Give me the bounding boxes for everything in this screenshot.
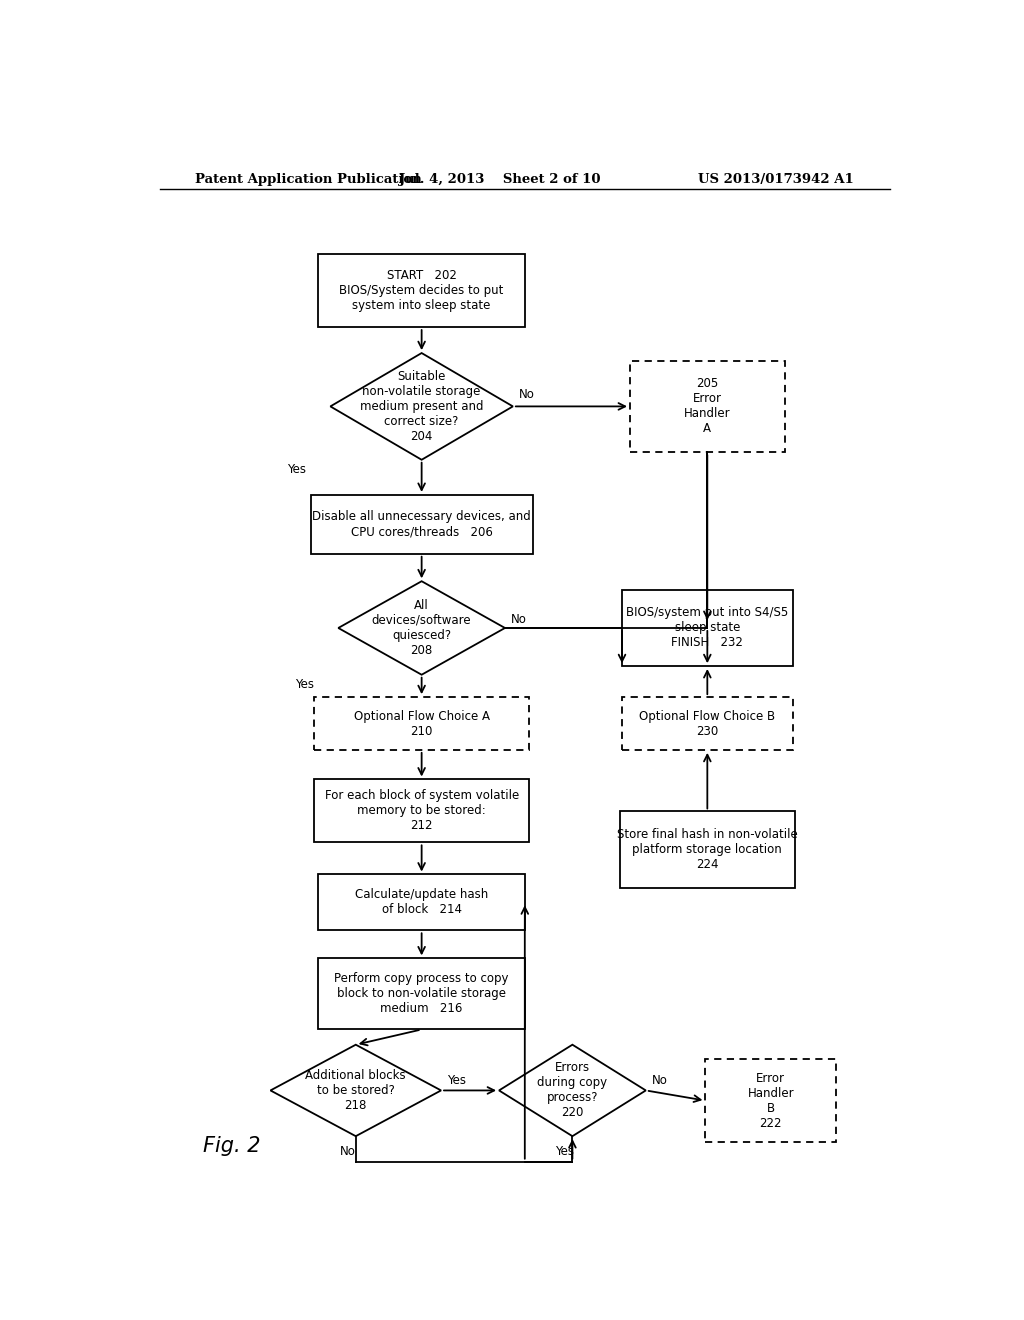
Text: Store final hash in non-volatile
platform storage location
224: Store final hash in non-volatile platfor… (616, 828, 798, 871)
Bar (318, 958, 524, 1030)
Text: START   202
BIOS/System decides to put
system into sleep state: START 202 BIOS/System decides to put sys… (339, 269, 504, 312)
Text: All
devices/software
quiesced?
208: All devices/software quiesced? 208 (372, 599, 471, 657)
Bar (622, 697, 793, 750)
Text: Perform copy process to copy
block to non-volatile storage
medium   216: Perform copy process to copy block to no… (335, 973, 509, 1015)
Text: Calculate/update hash
of block   214: Calculate/update hash of block 214 (355, 888, 488, 916)
Text: Errors
during copy
process?
220: Errors during copy process? 220 (538, 1061, 607, 1119)
Text: Optional Flow Choice B
230: Optional Flow Choice B 230 (639, 710, 775, 738)
Text: Patent Application Publication: Patent Application Publication (196, 173, 422, 186)
Text: Disable all unnecessary devices, and
CPU cores/threads   206: Disable all unnecessary devices, and CPU… (312, 511, 531, 539)
Text: US 2013/0173942 A1: US 2013/0173942 A1 (698, 173, 854, 186)
Bar (318, 253, 524, 327)
Polygon shape (270, 1044, 441, 1137)
Bar (310, 495, 532, 554)
Bar (706, 1059, 837, 1142)
Text: Jul. 4, 2013    Sheet 2 of 10: Jul. 4, 2013 Sheet 2 of 10 (398, 173, 600, 186)
Text: No: No (652, 1073, 668, 1086)
Text: Yes: Yes (447, 1073, 466, 1086)
Polygon shape (499, 1044, 646, 1137)
Bar (622, 590, 793, 667)
Text: 205
Error
Handler
A: 205 Error Handler A (684, 378, 731, 436)
Text: No: No (511, 614, 527, 627)
Bar (630, 360, 784, 453)
Bar (314, 779, 528, 842)
Bar (314, 697, 528, 750)
Text: No: No (519, 388, 536, 401)
Polygon shape (338, 581, 505, 675)
Bar (318, 874, 524, 931)
Text: Yes: Yes (287, 463, 306, 477)
Text: BIOS/system put into S4/S5
sleep state
FINISH   232: BIOS/system put into S4/S5 sleep state F… (627, 606, 788, 649)
Text: Error
Handler
B
222: Error Handler B 222 (748, 1072, 795, 1130)
Text: For each block of system volatile
memory to be stored:
212: For each block of system volatile memory… (325, 789, 519, 833)
Text: Optional Flow Choice A
210: Optional Flow Choice A 210 (353, 710, 489, 738)
Text: Fig. 2: Fig. 2 (204, 1137, 261, 1156)
Polygon shape (331, 352, 513, 459)
Text: Additional blocks
to be stored?
218: Additional blocks to be stored? 218 (305, 1069, 407, 1111)
Text: No: No (340, 1144, 355, 1158)
Text: Yes: Yes (295, 678, 313, 692)
Text: Suitable
non-volatile storage
medium present and
correct size?
204: Suitable non-volatile storage medium pre… (359, 370, 483, 444)
Text: Yes: Yes (555, 1144, 574, 1158)
Bar (620, 812, 795, 887)
